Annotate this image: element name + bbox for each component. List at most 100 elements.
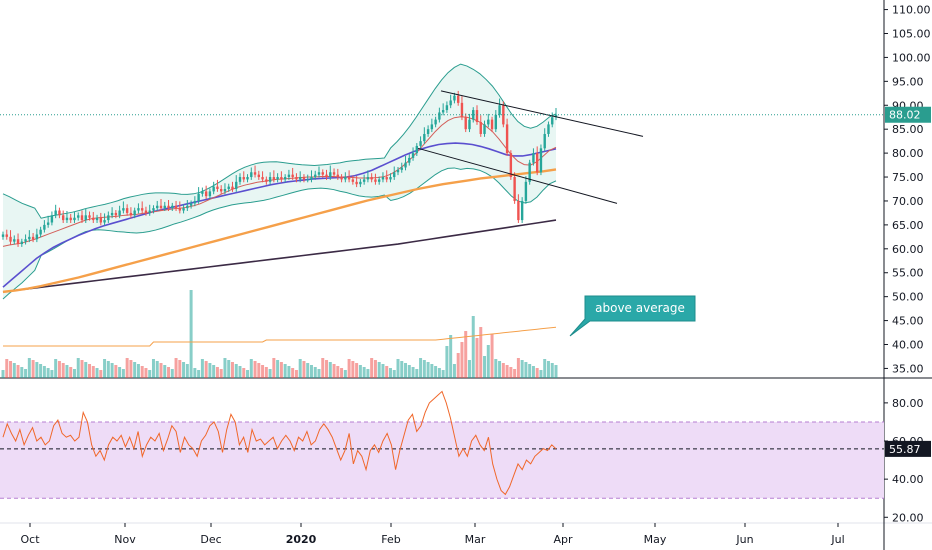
volume-bar [309,365,313,378]
volume-bar [249,359,253,378]
candle-body [77,215,80,218]
candle-body [73,217,76,221]
candle-body [193,200,197,204]
volume-bar [539,370,543,378]
volume-bar [103,359,107,378]
volume-bar [546,361,550,378]
price-tick-label: 45.00 [892,315,924,328]
volume-bar [223,358,227,378]
candle-body [464,117,467,130]
candle-body [445,105,449,111]
volume-bar [509,367,513,378]
candle-body [140,208,144,211]
candle-body [340,177,343,180]
volume-bar [65,365,69,378]
candle-body [114,212,118,216]
candle-body [20,241,24,245]
candle-body [197,193,200,201]
candle-body [84,215,87,221]
candle-body [276,177,279,180]
volume-bar [505,365,509,378]
volume-bar [302,361,306,378]
candle-body [129,212,133,216]
candle-body [547,124,550,134]
price-tick-label: 80.00 [892,147,924,160]
volume-bar [242,368,246,378]
price-tick-label: 55.00 [892,267,924,280]
ema-fast-line [2,116,557,247]
volume-bar [42,366,46,378]
volume-bar [12,363,16,378]
candle-body [39,229,42,235]
candle-body [35,234,39,240]
price-tick-label: 105.00 [892,27,931,40]
candle-body [487,119,490,125]
candle-body [528,162,531,182]
candle-body [426,129,430,134]
volume-bar [185,364,189,378]
volume-bar [246,370,250,378]
volume-bar [475,338,479,378]
candle-body [389,177,392,180]
trendline-lower [417,147,618,204]
candle-body [517,200,520,221]
volume-bar [543,359,547,378]
volume-bar [336,366,340,378]
volume-bar [95,368,99,378]
volume-bar [415,369,419,378]
candle-body [88,215,91,218]
price-tick-label: 85.00 [892,123,924,136]
candle-body [43,224,46,230]
volume-bar [193,368,197,378]
candle-body [65,217,69,221]
candle-body [543,133,546,149]
volume-bar [182,362,186,378]
candle-body [554,114,558,118]
candle-body [483,124,486,134]
bollinger-band-fill [3,64,556,300]
volume-bar [197,370,201,378]
candle-body [551,117,554,125]
volume-bar [404,363,408,378]
time-tick-label: May [644,533,667,546]
volume-bar [253,361,257,378]
candle-body [325,174,328,178]
annotation-text: above average [595,301,685,315]
volume-bar [88,364,92,378]
rsi-tick-label: 20.00 [892,511,924,524]
candle-body [235,181,238,189]
volume-bar [377,362,381,378]
volume-bar [531,366,535,378]
volume-bar [340,368,344,378]
volume-bar [426,362,430,378]
candle-body [178,208,182,211]
candle-body [28,236,31,240]
volume-bar [366,369,370,378]
trendline-upper [440,90,644,137]
rsi-tick-label: 40.00 [892,473,924,486]
volume-bar [355,363,359,378]
volume-bar [306,363,310,378]
volume-bar [430,364,434,378]
price-tick-label: 35.00 [892,362,924,375]
price-tick-label: 75.00 [892,171,924,184]
volume-bar [151,359,155,378]
candle-body [163,205,166,209]
candle-body [137,208,140,211]
volume-bar [419,358,423,378]
candle-body [419,141,422,146]
volume-bar [76,358,80,378]
candle-body [509,153,513,178]
volume-bar [325,360,329,378]
annotation-callout[interactable] [569,295,696,337]
candle-body [261,177,264,180]
volume-bar [174,358,178,378]
volume-bar [498,361,502,378]
volume-bar [460,342,464,378]
rsi-band-fill [0,421,884,499]
volume-bar [261,365,265,378]
sma-mid-line [2,142,557,288]
candle-body [411,153,415,158]
volume-bar [230,362,234,378]
